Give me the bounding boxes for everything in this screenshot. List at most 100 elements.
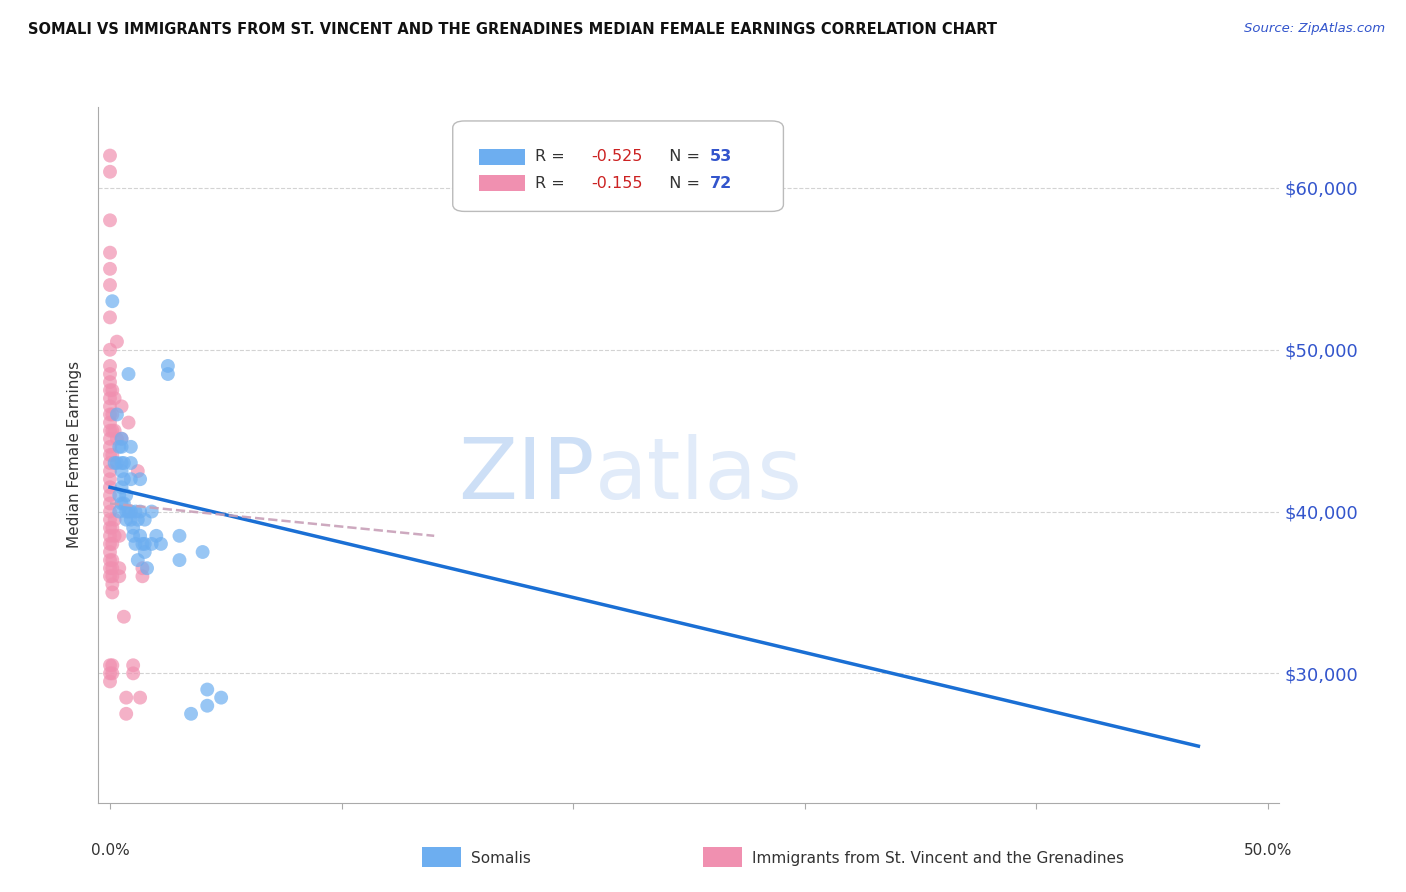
Point bbox=[134, 537, 156, 551]
Point bbox=[104, 513, 127, 527]
Point bbox=[98, 537, 121, 551]
Point bbox=[141, 537, 163, 551]
Point bbox=[129, 472, 152, 486]
Point bbox=[127, 464, 149, 478]
Point bbox=[98, 448, 121, 462]
Point bbox=[98, 367, 121, 381]
Point bbox=[98, 375, 121, 389]
Point bbox=[98, 400, 121, 414]
Text: 72: 72 bbox=[710, 176, 733, 191]
Point bbox=[101, 448, 124, 462]
Point bbox=[98, 569, 121, 583]
Point bbox=[98, 496, 121, 510]
Point bbox=[129, 504, 152, 518]
Point bbox=[101, 666, 124, 681]
Point bbox=[98, 545, 121, 559]
FancyBboxPatch shape bbox=[478, 175, 524, 191]
Point bbox=[110, 464, 132, 478]
Point bbox=[104, 424, 127, 438]
Point bbox=[98, 310, 121, 325]
Point bbox=[98, 278, 121, 293]
Point bbox=[110, 432, 132, 446]
Text: 0.0%: 0.0% bbox=[90, 843, 129, 858]
FancyBboxPatch shape bbox=[453, 121, 783, 211]
Point bbox=[191, 545, 214, 559]
Point bbox=[117, 367, 139, 381]
Text: N =: N = bbox=[659, 150, 704, 164]
Point bbox=[98, 480, 121, 494]
Point bbox=[124, 537, 146, 551]
Point bbox=[98, 456, 121, 470]
Point bbox=[98, 245, 121, 260]
Point bbox=[98, 392, 121, 406]
Point bbox=[105, 334, 128, 349]
Point bbox=[141, 504, 163, 518]
Text: 50.0%: 50.0% bbox=[1244, 843, 1292, 858]
Point bbox=[105, 456, 128, 470]
Point bbox=[127, 513, 149, 527]
Point bbox=[115, 488, 138, 502]
Point bbox=[101, 521, 124, 535]
Point bbox=[98, 416, 121, 430]
Point bbox=[108, 529, 131, 543]
Point bbox=[98, 561, 121, 575]
Point bbox=[110, 400, 132, 414]
Text: atlas: atlas bbox=[595, 434, 803, 517]
Point bbox=[115, 706, 138, 721]
Point bbox=[131, 537, 153, 551]
Point bbox=[209, 690, 232, 705]
Point bbox=[98, 383, 121, 397]
Point bbox=[112, 472, 135, 486]
Point bbox=[127, 553, 149, 567]
Point bbox=[136, 561, 159, 575]
Point bbox=[98, 553, 121, 567]
Point bbox=[108, 561, 131, 575]
Point bbox=[120, 504, 142, 518]
Point bbox=[101, 408, 124, 422]
Text: 53: 53 bbox=[710, 150, 733, 164]
Point bbox=[122, 666, 145, 681]
Point bbox=[101, 383, 124, 397]
Point bbox=[108, 569, 131, 583]
Point bbox=[129, 529, 152, 543]
Point bbox=[98, 513, 121, 527]
Point bbox=[122, 521, 145, 535]
Point bbox=[101, 569, 124, 583]
Point bbox=[108, 440, 131, 454]
Point bbox=[98, 213, 121, 227]
Point bbox=[149, 537, 172, 551]
Point bbox=[156, 367, 179, 381]
Point bbox=[101, 424, 124, 438]
Point bbox=[98, 521, 121, 535]
Point bbox=[101, 658, 124, 673]
Point bbox=[105, 408, 128, 422]
Point bbox=[101, 553, 124, 567]
Point bbox=[104, 456, 127, 470]
Point bbox=[115, 690, 138, 705]
Text: ZIP: ZIP bbox=[458, 434, 595, 517]
Point bbox=[108, 504, 131, 518]
Point bbox=[195, 682, 218, 697]
Point bbox=[124, 504, 146, 518]
Point bbox=[98, 674, 121, 689]
Point bbox=[110, 432, 132, 446]
Text: R =: R = bbox=[534, 176, 569, 191]
Point bbox=[110, 480, 132, 494]
Point bbox=[134, 545, 156, 559]
Point bbox=[115, 504, 138, 518]
Point bbox=[105, 432, 128, 446]
Point bbox=[195, 698, 218, 713]
Point bbox=[134, 513, 156, 527]
Point bbox=[98, 529, 121, 543]
Point bbox=[180, 706, 202, 721]
Point bbox=[98, 666, 121, 681]
Point bbox=[98, 424, 121, 438]
Point bbox=[98, 359, 121, 373]
Point bbox=[98, 261, 121, 276]
Point bbox=[110, 456, 132, 470]
Point bbox=[117, 416, 139, 430]
Point bbox=[98, 464, 121, 478]
Text: Somalis: Somalis bbox=[471, 851, 531, 865]
Point bbox=[145, 529, 167, 543]
Point bbox=[115, 513, 138, 527]
